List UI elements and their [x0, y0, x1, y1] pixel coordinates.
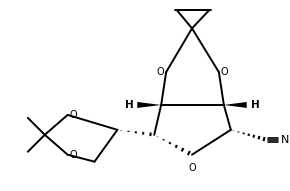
Polygon shape	[137, 102, 161, 108]
Text: O: O	[70, 110, 77, 120]
Text: H: H	[125, 100, 133, 110]
Text: N: N	[280, 135, 289, 145]
Text: O: O	[221, 67, 229, 77]
Polygon shape	[224, 102, 247, 108]
Text: O: O	[157, 67, 164, 77]
Text: O: O	[70, 150, 77, 160]
Text: H: H	[251, 100, 260, 110]
Text: O: O	[188, 163, 196, 173]
